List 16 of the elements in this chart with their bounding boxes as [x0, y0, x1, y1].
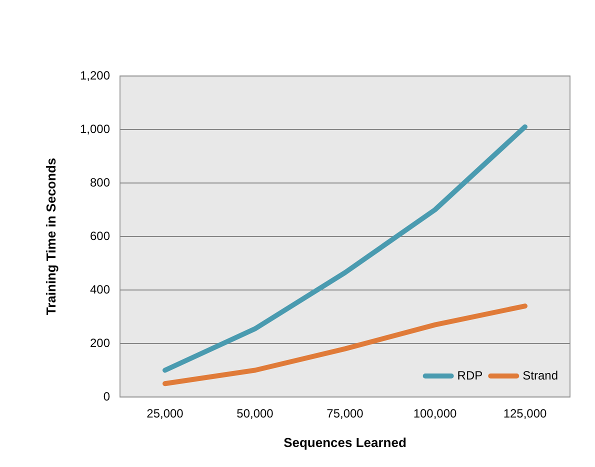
legend-label: Strand	[522, 368, 558, 382]
x-tick-label: 125,000	[503, 406, 548, 421]
y-tick-label: 1,200	[80, 68, 110, 82]
x-tick-label: 25,000	[146, 406, 184, 421]
y-tick-label: 200	[90, 336, 110, 350]
y-tick-label: 600	[90, 228, 110, 243]
y-tick-label: 400	[90, 282, 110, 296]
legend-label: RDP	[457, 368, 483, 382]
x-axis-title: Sequences Learned	[284, 434, 406, 450]
x-tick-label: 100,000	[413, 406, 458, 421]
x-tick-label: 75,000	[326, 406, 364, 421]
x-tick-label: 50,000	[236, 406, 274, 421]
y-tick-label: 1,000	[80, 122, 110, 136]
y-tick-label: 800	[90, 175, 110, 190]
y-axis-title: Training Time in Seconds	[43, 158, 58, 316]
y-tick-label: 0	[103, 389, 110, 404]
